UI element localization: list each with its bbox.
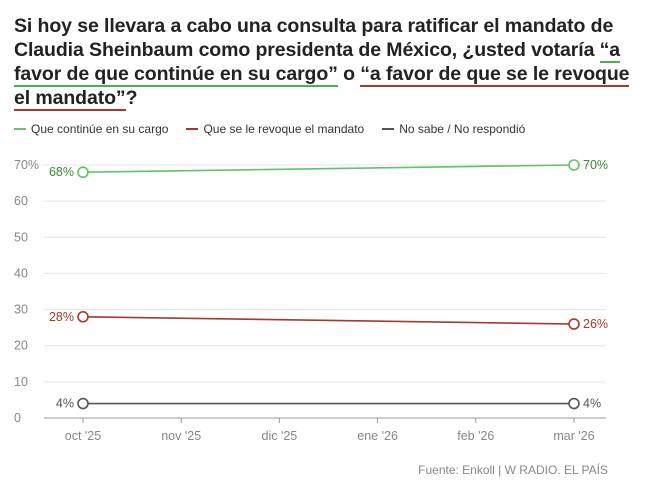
- data-point: [568, 318, 580, 330]
- y-tick-label-10: 10: [14, 375, 28, 389]
- data-label: 70%: [583, 158, 608, 172]
- data-label: 4%: [583, 397, 601, 411]
- series-line-0: [82, 164, 575, 174]
- series-line-1: [82, 316, 575, 325]
- legend-item-revoke: Que se le revoque el mandato: [186, 122, 364, 136]
- y-tick-label-30: 30: [14, 303, 28, 317]
- chart-title: Si hoy se llevara a cabo una consulta pa…: [14, 14, 634, 111]
- title-option-continue: “a favor de que continúe en su cargo”: [14, 39, 621, 87]
- x-tick-label: nov '25: [161, 429, 201, 443]
- data-label: 4%: [56, 397, 74, 411]
- legend-swatch-revoke: [186, 128, 199, 130]
- title-question-mark: ?: [125, 87, 138, 109]
- title-question: Si hoy se llevara a cabo una consulta pa…: [14, 15, 614, 61]
- y-tick-label-20: 20: [14, 339, 28, 353]
- legend-swatch-continue: [14, 128, 26, 130]
- source-note: Fuente: Enkoll | W RADIO. EL PAÍS: [418, 463, 608, 477]
- x-tick-label: mar '26: [553, 429, 594, 443]
- y-tick-label-0: 0: [14, 411, 21, 425]
- y-tick-label-40: 40: [14, 266, 28, 280]
- data-point: [77, 310, 89, 323]
- legend-item-no-answer: No sabe / No respondió: [382, 122, 525, 136]
- legend-label-no-answer: No sabe / No respondió: [399, 122, 526, 136]
- data-point: [77, 166, 89, 179]
- title-option-revoke: “a favor de que se le revoque el mandato…: [14, 63, 630, 111]
- legend-label-continue: Que continúe en su cargo: [31, 122, 169, 136]
- data-point: [568, 159, 580, 171]
- legend-item-continue: Que continúe en su cargo: [14, 122, 168, 136]
- y-tick-label-50: 50: [14, 230, 28, 244]
- legend: Que continúe en su cargo Que se le revoq…: [14, 122, 543, 136]
- legend-swatch-no-answer: [382, 128, 395, 130]
- x-tick-label: oct '25: [65, 429, 101, 443]
- data-point: [568, 397, 580, 410]
- title-connector: o: [337, 63, 361, 85]
- x-tick-label: ene '26: [357, 429, 398, 443]
- y-tick-label-70: 70%: [14, 158, 39, 172]
- x-tick-label: dic '25: [262, 429, 298, 443]
- y-tick-label-60: 60: [14, 194, 28, 208]
- data-label: 68%: [49, 165, 74, 179]
- data-point: [77, 397, 89, 410]
- data-label: 26%: [583, 317, 608, 331]
- x-tick-label: feb '26: [457, 429, 494, 443]
- data-label: 28%: [49, 310, 74, 324]
- legend-label-revoke: Que se le revoque el mandato: [203, 122, 365, 136]
